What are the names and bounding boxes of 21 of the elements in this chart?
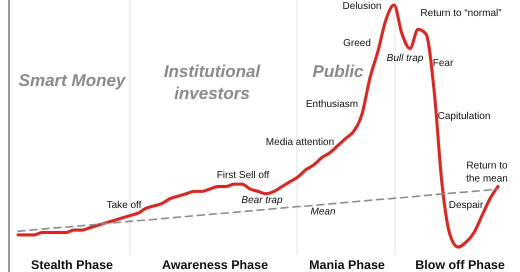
annotation: Bear trap [241,194,283,206]
annotation: Institutional investors [164,62,262,104]
annotation: First Sell off [216,170,270,181]
text: Mania Phase [309,258,385,272]
annotation: Media attention [266,136,334,148]
series-label: Mean [310,206,336,218]
annotation: Despair [448,200,484,211]
text: Stealth Phase [31,258,114,272]
annotation: Capitulation [438,110,490,122]
annotation: Return to the mean [466,160,508,184]
annotation: Bull trap [386,52,424,64]
text: Awareness Phase [162,258,268,272]
annotation: Take off [106,200,142,211]
annotation: Greed [343,38,371,49]
annotation: Enthusiasm [306,98,358,110]
annotation: Delusion [342,0,382,12]
annotation: Return to “normal” [420,8,502,19]
text: Blow off Phase [415,258,505,272]
annotation: Public [312,62,364,82]
annotation: Smart Money [18,71,127,90]
annotation: Fear [432,58,454,69]
